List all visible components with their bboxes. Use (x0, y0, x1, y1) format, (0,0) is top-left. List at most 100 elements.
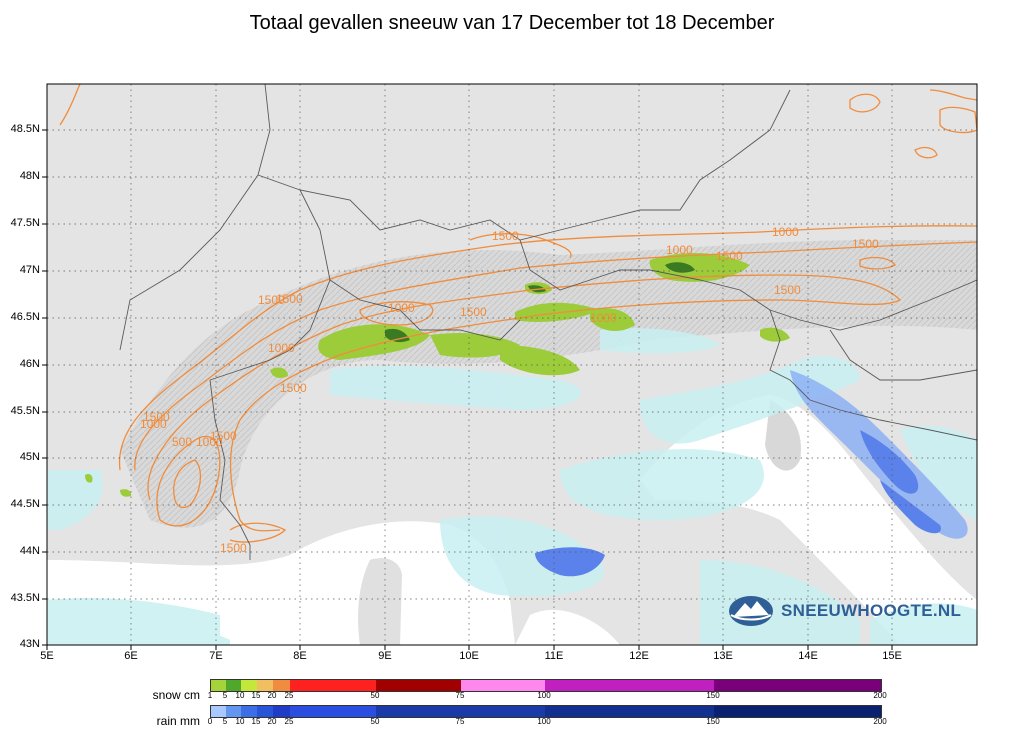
rain-tick-label: 20 (267, 717, 277, 726)
contour-label: 1000 (140, 417, 167, 431)
lat-label: 47.5N (10, 217, 40, 229)
lon-label: 15E (882, 650, 902, 662)
contour-label: 1500 (716, 249, 743, 263)
rain-tick-label: 200 (873, 717, 887, 726)
rain-color-segment (376, 706, 461, 717)
axis-ticks (42, 129, 893, 650)
snow-tick-label: 10 (235, 691, 245, 700)
snow-color-segment (545, 680, 714, 691)
lon-label: 6E (124, 650, 138, 662)
rain-color-segment (714, 706, 881, 717)
lat-label: 48.5N (10, 123, 40, 135)
lon-label: 12E (629, 650, 649, 662)
lat-label: 48N (19, 170, 40, 182)
snow-deep-areas (385, 262, 695, 343)
rain-color-segment (545, 706, 714, 717)
contour-label: 1500 (143, 410, 170, 424)
snow-tick-label: 100 (537, 691, 551, 700)
snow-tick-label: 15 (251, 691, 261, 700)
lon-label: 9E (378, 650, 392, 662)
rain-color-segment (461, 706, 545, 717)
contour-label: 1500 (220, 541, 247, 555)
grid-lines (47, 84, 977, 645)
rain-color-segment (226, 706, 241, 717)
snow-color-segment (461, 680, 545, 691)
contour-label: 1000 (196, 435, 223, 449)
lat-label: 43.5N (10, 592, 40, 604)
lon-label: 8E (293, 650, 307, 662)
snow-tick-label: 20 (267, 691, 277, 700)
lat-label: 45N (19, 451, 40, 463)
lat-label: 46N (19, 358, 40, 370)
snow-colorbar (210, 679, 882, 692)
snow-tick-label: 150 (706, 691, 720, 700)
contour-label: 1000 (268, 341, 295, 355)
rain-tick-label: 25 (284, 717, 294, 726)
lat-label: 47N (19, 264, 40, 276)
snow-color-segment (290, 680, 376, 691)
snow-legend-title: snow cm (152, 688, 200, 702)
contour-label: 1500 (210, 429, 237, 443)
snow-tick-label: 200 (873, 691, 887, 700)
snow-color-segment (226, 680, 241, 691)
contour-label: 1000 (590, 311, 617, 325)
snow-color-segment (241, 680, 257, 691)
alps-relief (120, 240, 977, 528)
rain-color-segment (241, 706, 257, 717)
contour-label: 1000 (388, 301, 415, 315)
snow-tick-label: 1 (207, 691, 213, 700)
lon-label: 5E (40, 650, 54, 662)
rain-legend-title: rain mm (156, 714, 200, 728)
contour-label: 1500 (774, 283, 801, 297)
rain-tick-label: 15 (251, 717, 261, 726)
contour-label: 1500 (492, 229, 519, 243)
contour-label-group: 1500 1000 1500 1000 1500 1500 1000 1500 … (140, 225, 879, 555)
istria (765, 400, 801, 471)
snow-color-segment (273, 680, 290, 691)
lat-label: 46.5N (10, 311, 40, 323)
snow-tick-label: 5 (222, 691, 228, 700)
rain-tick-label: 100 (537, 717, 551, 726)
lat-label: 44.5N (10, 498, 40, 510)
rain-tick-label: 5 (222, 717, 228, 726)
corsica (358, 558, 402, 645)
lon-label: 14E (798, 650, 818, 662)
lon-label: 13E (713, 650, 733, 662)
contour-label: 1500 (280, 381, 307, 395)
rain-tick-label: 150 (706, 717, 720, 726)
snow-tick-label: 50 (370, 691, 380, 700)
snow-color-segment (211, 680, 226, 691)
lon-label: 7E (209, 650, 223, 662)
rain-tick-label: 10 (235, 717, 245, 726)
snow-tick-label: 75 (455, 691, 465, 700)
sneeuwhoogte-logo[interactable]: SNEEUWHOOGTE.NL (727, 593, 961, 631)
snow-legend: snow cm 1 5 10 15 20 25 50 75 100 150 200 (0, 678, 1024, 708)
country-borders (119, 84, 977, 560)
contour-label: 1500 (276, 292, 303, 306)
lat-label: 45.5N (10, 405, 40, 417)
logo-text: SNEEUWHOOGTE.NL (781, 601, 962, 620)
contour-label: 500 (172, 435, 192, 449)
rain-color-segment (211, 706, 226, 717)
snow-color-segment (376, 680, 461, 691)
rain-tick-label: 75 (455, 717, 465, 726)
contour-label: 1500 (460, 305, 487, 319)
map-title: Totaal gevallen sneeuw van 17 December t… (249, 12, 775, 34)
rain-legend: rain mm 0 5 10 15 20 25 50 75 100 150 200 (0, 704, 1024, 734)
contour-label: 1500 (852, 237, 879, 251)
lat-label: 44N (19, 545, 40, 557)
rain-tick-label: 0 (207, 717, 213, 726)
lon-label: 10E (459, 650, 479, 662)
rain-colorbar (210, 705, 882, 718)
contour-label: 1000 (666, 243, 693, 257)
rain-tick-label: 50 (370, 717, 380, 726)
snow-tick-label: 25 (284, 691, 294, 700)
contour-label: 1500 (258, 293, 285, 307)
rain-color-segment (257, 706, 273, 717)
rain-color-segment (290, 706, 376, 717)
contour-lines (59, 84, 977, 543)
mountain-globe-icon (729, 596, 773, 626)
rain-color-segment (273, 706, 290, 717)
tyrrhenian-sea (515, 609, 620, 645)
